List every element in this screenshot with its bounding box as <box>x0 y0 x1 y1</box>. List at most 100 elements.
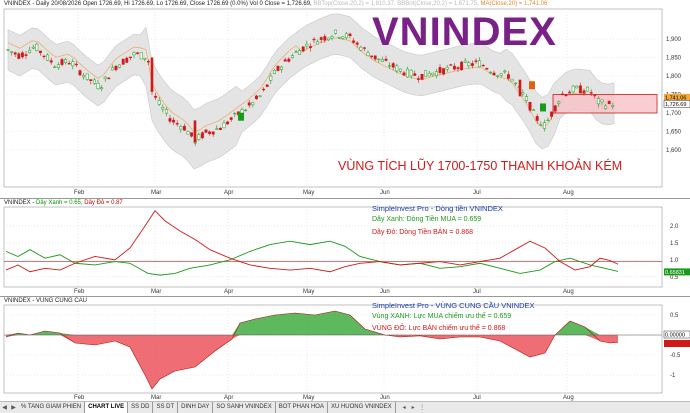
tab-dinh-day[interactable]: DINH DAY <box>178 402 214 413</box>
buy-flow-line <box>5 240 619 276</box>
accumulation-annotation: VÙNG TÍCH LŨY 1700-1750 THANH KHOẢN KÉM <box>338 159 623 173</box>
candle-body <box>100 87 104 90</box>
tab-nav-first-icon[interactable]: ◀ <box>2 405 7 411</box>
candle-body <box>272 70 276 74</box>
candle-body <box>607 101 611 104</box>
tab-tang-giam-phien[interactable]: % TANG GIAM PHIEN <box>18 402 86 413</box>
candle-body <box>258 95 262 97</box>
tab-menu-icon[interactable]: ⋮ <box>419 405 426 411</box>
candle-body <box>568 91 572 94</box>
candle-body <box>510 78 514 82</box>
candle-body <box>409 69 413 77</box>
candle-body <box>78 70 82 76</box>
candle-body <box>420 73 424 80</box>
tab-chart-live[interactable]: CHART LIVE <box>85 402 129 413</box>
candle-body <box>168 118 172 122</box>
candle-body <box>38 50 42 54</box>
candle-body <box>553 105 557 112</box>
candle-body <box>582 90 586 94</box>
candle-body <box>161 107 165 110</box>
tab-nav-next-icon[interactable]: ▶ <box>11 405 16 411</box>
supply-axis-label: 0.5 <box>670 313 679 319</box>
candle-body <box>359 46 363 51</box>
flow-header-green: Dây Xanh = 0.65, <box>36 200 83 206</box>
tab-ss-dt[interactable]: SS DT <box>153 402 179 413</box>
candle-body <box>60 59 64 65</box>
header-part: BBTop(Close,20,2) = 1,810.37, <box>311 1 396 7</box>
tab-scroll-right-icon[interactable]: ▸ <box>411 405 415 411</box>
candle-body <box>470 63 474 66</box>
flow-month-label: Apr <box>224 289 233 295</box>
candle-body <box>438 67 442 73</box>
money-flow-chart[interactable]: 2.0 1.5 1.0 0.50.65831 Feb Mar Apr May Jun Jul Aug <box>0 199 690 296</box>
candle-body <box>518 79 522 97</box>
tab-so-sanh-vnindex[interactable]: SO SANH VNINDEX <box>213 402 276 413</box>
month-label: May <box>303 190 314 196</box>
candle-body <box>287 58 291 62</box>
candle-body <box>35 43 39 51</box>
candle-body <box>492 72 496 76</box>
candle-body <box>280 66 284 70</box>
candle-body <box>467 62 471 66</box>
candle-body <box>341 36 345 39</box>
candle-body <box>503 70 507 73</box>
flow-month-label: Jun <box>380 289 390 295</box>
candle-body <box>485 68 489 70</box>
candle-body <box>395 65 399 72</box>
candle-body <box>391 63 395 68</box>
candle-body <box>154 95 158 98</box>
supply-month-label: Jul <box>473 395 481 401</box>
candle-body <box>571 85 575 93</box>
candle-body <box>330 36 334 39</box>
candle-body <box>373 55 377 60</box>
tab-scroll-left-icon[interactable]: ◂ <box>402 405 406 411</box>
flow-header-left: VNINDEX - <box>4 200 37 206</box>
candle-body <box>53 66 57 69</box>
supply-month-label: May <box>303 395 314 401</box>
flow-legend-title: SimpleInvest Pro - Dòng tiền VNINDEX <box>372 204 503 213</box>
sell-flow-line <box>5 209 619 273</box>
supply-month-label: Jun <box>380 395 390 401</box>
candle-body <box>589 92 593 94</box>
candle-body <box>164 109 168 114</box>
candle-body <box>449 64 453 66</box>
candle-body <box>17 53 21 59</box>
candle-body <box>478 60 482 68</box>
tab-xu-huong-vnindex[interactable]: XU HUONG VNINDEX <box>328 402 396 413</box>
month-label: Apr <box>224 190 233 196</box>
signal-arrow-icon <box>529 81 535 90</box>
candle-body <box>82 75 86 78</box>
candle-body <box>298 50 302 55</box>
candle-body <box>344 33 348 39</box>
flow-last-tag-label: 0.65831 <box>665 270 685 276</box>
candle-body <box>578 85 582 94</box>
candle-body <box>146 61 150 63</box>
supply-axis-label: -0.5 <box>670 353 681 359</box>
flow-frame <box>3 206 663 288</box>
tab-bot-phan-hoa[interactable]: BOT PHAN HOA <box>276 402 328 413</box>
candle-body <box>67 63 71 65</box>
candle-body <box>521 92 525 95</box>
candle-body <box>211 131 215 135</box>
flow-month-label: May <box>303 289 314 295</box>
price-chart[interactable]: 1,9001,8501,8001,7501,7001,6501,6001,741… <box>0 0 690 198</box>
price-axis-label: 1,600 <box>666 148 682 154</box>
candle-body <box>64 59 68 64</box>
candle-body <box>456 67 460 69</box>
flow-axis-label: 0.5 <box>670 275 679 281</box>
candle-body <box>496 75 500 77</box>
candle-body <box>506 74 510 79</box>
candle-body <box>388 65 392 67</box>
candle-body <box>532 109 536 111</box>
signal-arrow-icon <box>238 112 244 121</box>
candle-body <box>208 131 212 134</box>
candle-body <box>229 117 233 120</box>
tab-ss-dd[interactable]: SS DD <box>128 402 154 413</box>
candle-body <box>71 61 75 67</box>
supply-demand-panel: VNINDEX - VUNG CUNG CAU 0.50-0.5-10.0000… <box>0 297 690 401</box>
candle-body <box>380 59 384 62</box>
candle-body <box>499 73 503 76</box>
candle-body <box>42 55 46 57</box>
candle-body <box>560 93 564 95</box>
